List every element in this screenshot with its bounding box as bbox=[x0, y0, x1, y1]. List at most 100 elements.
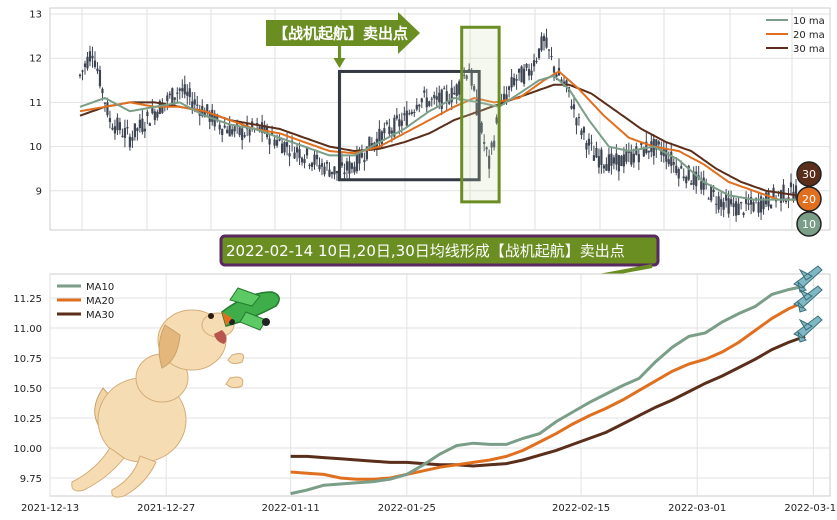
candle-body bbox=[470, 71, 473, 86]
bottom-panel: 9.75 10.00 10.25 10.50 10.75 11.00 11.25 2021-… bbox=[13, 265, 837, 514]
candle-body bbox=[532, 60, 536, 67]
candle-body bbox=[627, 151, 630, 153]
signal-box-dark bbox=[337, 69, 481, 182]
candle-body bbox=[223, 125, 226, 128]
candle-body bbox=[525, 63, 528, 68]
candle-body bbox=[740, 202, 743, 204]
candle-body bbox=[592, 155, 596, 161]
candle-body bbox=[236, 123, 239, 125]
candle-body bbox=[128, 136, 131, 148]
top-y-tick-10: 10 bbox=[29, 142, 42, 153]
bottom-x-ticks: 2021-12-13 2021-12-27 2022-01-11 2022-01-25… bbox=[21, 503, 837, 514]
candle-body bbox=[211, 109, 214, 122]
candle-body bbox=[360, 152, 364, 158]
candle-body bbox=[350, 163, 354, 169]
candle-body bbox=[310, 162, 314, 168]
candle-body bbox=[607, 154, 610, 172]
candle-body bbox=[395, 115, 398, 119]
candle-body bbox=[647, 150, 650, 153]
candle-body bbox=[610, 153, 613, 166]
bottom-x-tick: 2021-12-27 bbox=[137, 503, 195, 514]
candle-body bbox=[423, 90, 426, 93]
candle-body bbox=[440, 89, 443, 109]
candle-body bbox=[248, 129, 251, 136]
candle-body bbox=[737, 203, 740, 215]
candle-body bbox=[143, 128, 146, 132]
candle-body bbox=[702, 177, 705, 190]
candle-body bbox=[545, 37, 548, 48]
candle-body bbox=[512, 77, 516, 86]
candle-body bbox=[630, 151, 633, 165]
candle-body bbox=[93, 60, 97, 68]
candle-body bbox=[720, 199, 723, 207]
candle-body bbox=[657, 141, 660, 145]
candle-body bbox=[358, 149, 361, 164]
candle-body bbox=[126, 127, 129, 129]
candle-body bbox=[218, 124, 221, 130]
candle-body bbox=[560, 79, 563, 82]
bottom-y-tick: 11.00 bbox=[13, 324, 42, 335]
candle-body bbox=[547, 49, 551, 51]
candle-body bbox=[313, 154, 316, 165]
top-y-tick-9: 9 bbox=[36, 186, 42, 197]
candle-body bbox=[453, 92, 456, 95]
candle-body bbox=[343, 172, 346, 175]
candle-body bbox=[508, 86, 511, 90]
candle-body bbox=[178, 88, 181, 91]
candle-body bbox=[600, 149, 603, 165]
candle-body bbox=[535, 61, 538, 63]
candle-body bbox=[173, 97, 176, 100]
candle-body bbox=[503, 93, 506, 101]
candle-body bbox=[305, 147, 309, 156]
badge-20-label: 20 bbox=[802, 193, 816, 206]
candle-body bbox=[400, 120, 403, 126]
top-banner-arrow bbox=[266, 12, 420, 54]
candle-body bbox=[138, 119, 141, 129]
candle-body bbox=[725, 193, 728, 201]
candle-body bbox=[340, 162, 344, 166]
candle-body bbox=[106, 102, 109, 116]
candle-body bbox=[285, 142, 289, 147]
candle-body bbox=[620, 155, 623, 166]
candle-body bbox=[660, 150, 663, 156]
candle-body bbox=[231, 129, 234, 135]
candle-body bbox=[86, 56, 89, 69]
legend-ma20-label: 20 ma bbox=[793, 30, 825, 41]
candle-body bbox=[385, 122, 388, 124]
candle-body bbox=[687, 165, 690, 180]
legend-ma30-bottom-label: MA30 bbox=[86, 310, 114, 321]
signal-box-green bbox=[460, 25, 501, 204]
candle-body bbox=[542, 36, 546, 42]
bottom-y-tick: 10.25 bbox=[13, 414, 42, 425]
candle-body bbox=[522, 68, 526, 84]
legend-ma20-bottom-label: MA20 bbox=[86, 296, 114, 307]
candle-body bbox=[226, 129, 229, 134]
candle-body bbox=[622, 154, 625, 167]
candle-body bbox=[580, 130, 583, 136]
candle-body bbox=[430, 98, 433, 100]
candle-body bbox=[263, 124, 266, 134]
candle-body bbox=[228, 124, 231, 137]
candle-body bbox=[690, 183, 693, 185]
candle-body bbox=[413, 111, 416, 113]
candle-body bbox=[333, 166, 336, 175]
candle-body bbox=[727, 198, 730, 214]
candle-body bbox=[757, 201, 760, 213]
candle-body bbox=[141, 118, 144, 132]
candle-body bbox=[590, 142, 593, 144]
candle-body bbox=[655, 139, 658, 150]
candlestick-series bbox=[78, 28, 798, 222]
candle-body bbox=[136, 128, 139, 131]
candle-body bbox=[672, 162, 675, 165]
candle-body bbox=[181, 88, 184, 92]
bottom-x-tick: 2022-03-15 bbox=[784, 503, 837, 514]
candle-body bbox=[435, 96, 438, 100]
candle-body bbox=[113, 126, 117, 134]
candle-body bbox=[515, 79, 518, 81]
candle-body bbox=[794, 185, 798, 200]
candle-body bbox=[171, 88, 174, 105]
candle-body bbox=[148, 123, 151, 126]
ma30-line bbox=[290, 334, 806, 468]
candle-body bbox=[221, 128, 224, 136]
